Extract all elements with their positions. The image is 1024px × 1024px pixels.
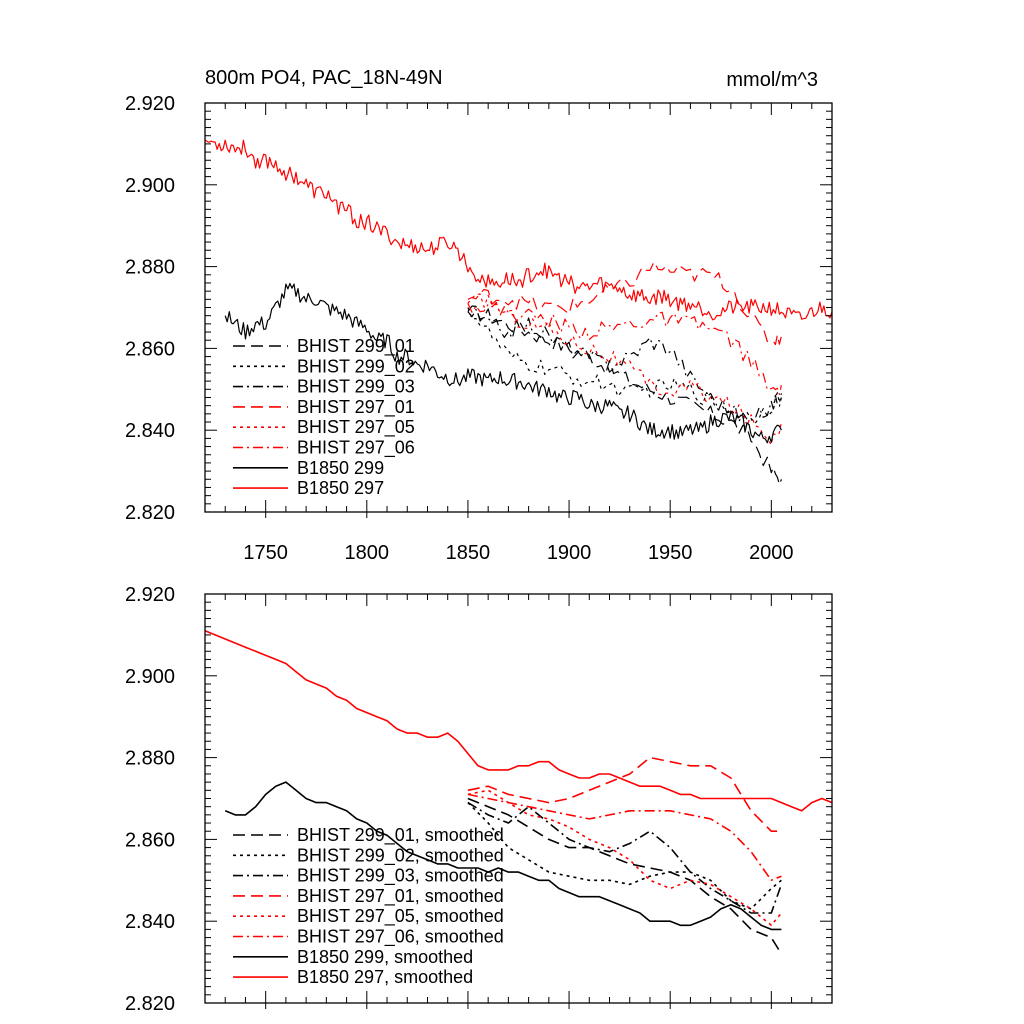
series-line-bhist-297-05: [467, 293, 782, 446]
x-tick-label: 1900: [547, 542, 592, 564]
series-line-b1850-299-smoothed: [224, 781, 782, 931]
top-series-group: [204, 139, 833, 486]
y-tick-label: 2.900: [125, 175, 175, 197]
y-tick-label: 2.880: [125, 748, 175, 770]
y-tick-label: 2.900: [125, 666, 175, 688]
bottom-axes: 2.820 2.840 2.860 2.880 2.900 2.920: [125, 584, 833, 1015]
x-tick-label: 2000: [749, 542, 794, 564]
legend-label: B1850 299: [297, 458, 384, 478]
top-axes: 1750 1800 1850 1900 1950 2000 2.820 2.840 2.860 2…: [125, 93, 833, 564]
y-tick-label: 2.840: [125, 420, 175, 442]
legend-label: B1850 297: [297, 478, 384, 498]
y-tick-label: 2.860: [125, 829, 175, 851]
bottom-series-group: [204, 630, 833, 955]
series-line-bhist-297-05-smoothed: [467, 789, 783, 927]
legend-label: BHIST 299_01, smoothed: [297, 825, 504, 846]
legend-label: BHIST 297_06: [297, 438, 415, 459]
series-line-bhist-299-03-smoothed: [467, 801, 783, 914]
series-line-b1850-297-smoothed: [204, 630, 833, 812]
series-line-bhist-299-01: [467, 305, 782, 486]
y-tick-label: 2.820: [125, 502, 175, 524]
series-line-b1850-299: [224, 282, 782, 444]
legend-label: BHIST 299_02, smoothed: [297, 845, 504, 866]
x-tick-label: 1850: [446, 542, 491, 564]
series-line-b1850-297: [204, 139, 833, 321]
legend-label: BHIST 297_01, smoothed: [297, 886, 504, 907]
y-tick-label: 2.820: [125, 993, 175, 1015]
top-panel-units: mmol/m^3: [726, 69, 818, 91]
x-tick-label: 1950: [648, 542, 693, 564]
legend-label: BHIST 297_01: [297, 397, 415, 418]
series-line-bhist-299-02-smoothed: [467, 802, 782, 910]
series-line-bhist-297-01: [467, 261, 782, 346]
x-tick-label: 1750: [243, 542, 288, 564]
y-tick-label: 2.880: [125, 257, 175, 279]
top-panel: 800m PO4, PAC_18N-49N mmol/m^3 BHIST 299…: [125, 67, 833, 564]
series-line-bhist-297-06-smoothed: [467, 793, 782, 882]
series-line-bhist-297-06: [467, 301, 782, 395]
y-tick-label: 2.840: [125, 911, 175, 933]
x-tick-label: 1800: [345, 542, 390, 564]
legend-label: BHIST 299_03: [297, 377, 415, 398]
y-tick-label: 2.920: [125, 93, 175, 115]
legend-label: B1850 299, smoothed: [297, 947, 473, 967]
series-line-bhist-299-03: [467, 308, 782, 422]
legend-label: BHIST 297_05: [297, 417, 415, 438]
y-tick-label: 2.920: [125, 584, 175, 606]
legend-label: B1850 297, smoothed: [297, 967, 473, 987]
legend-label: BHIST 299_01: [297, 336, 415, 357]
y-tick-label: 2.860: [125, 338, 175, 360]
legend-label: BHIST 299_03, smoothed: [297, 866, 504, 887]
top-panel-title: 800m PO4, PAC_18N-49N: [205, 67, 443, 89]
legend-label: BHIST 297_05, smoothed: [297, 906, 504, 927]
legend-label: BHIST 299_02: [297, 356, 415, 377]
legend-label: BHIST 297_06, smoothed: [297, 927, 504, 948]
series-line-bhist-299-01-smoothed: [467, 797, 783, 955]
series-line-bhist-297-01-smoothed: [467, 756, 782, 832]
